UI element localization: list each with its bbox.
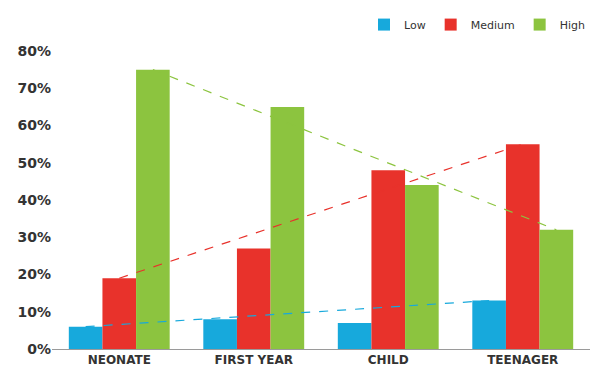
svg-text:70%: 70% [17,80,51,96]
svg-text:Low: Low [404,19,426,32]
svg-text:60%: 60% [17,117,51,133]
svg-text:NEONATE: NEONATE [88,353,151,367]
svg-text:40%: 40% [17,192,51,208]
svg-text:TEENAGER: TEENAGER [487,353,558,367]
svg-text:High: High [560,19,585,32]
svg-text:80%: 80% [17,43,51,59]
svg-text:50%: 50% [17,155,51,171]
svg-text:FIRST YEAR: FIRST YEAR [215,353,293,367]
svg-text:Medium: Medium [471,19,515,32]
svg-text:10%: 10% [17,304,51,320]
svg-text:20%: 20% [17,266,51,282]
svg-text:0%: 0% [27,341,51,357]
svg-text:30%: 30% [17,229,51,245]
svg-text:CHILD: CHILD [368,353,409,367]
